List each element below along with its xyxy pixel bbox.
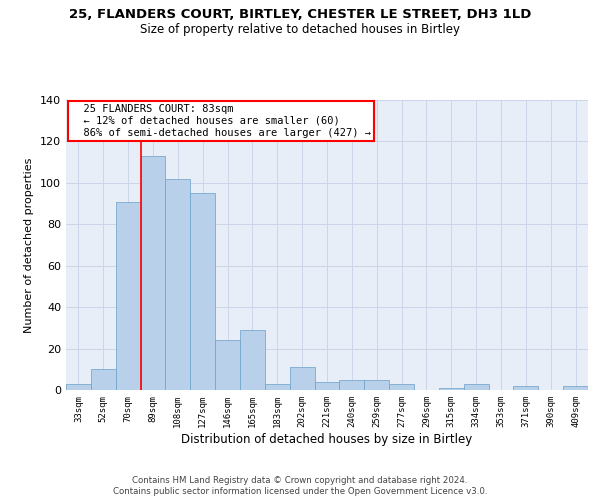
Bar [190,193,215,390]
Bar [389,384,414,390]
Bar [140,156,166,390]
Bar [314,382,340,390]
Bar [290,367,314,390]
Bar [364,380,389,390]
Bar [66,384,91,390]
Text: Size of property relative to detached houses in Birtley: Size of property relative to detached ho… [140,22,460,36]
Bar [240,330,265,390]
Bar [464,384,488,390]
Text: 25, FLANDERS COURT, BIRTLEY, CHESTER LE STREET, DH3 1LD: 25, FLANDERS COURT, BIRTLEY, CHESTER LE … [69,8,531,20]
Bar [116,202,140,390]
Text: 25 FLANDERS COURT: 83sqm
  ← 12% of detached houses are smaller (60)
  86% of se: 25 FLANDERS COURT: 83sqm ← 12% of detach… [71,104,371,138]
Bar [91,370,116,390]
Bar [514,386,538,390]
Bar [215,340,240,390]
Text: Contains HM Land Registry data © Crown copyright and database right 2024.: Contains HM Land Registry data © Crown c… [132,476,468,485]
Bar [265,384,290,390]
Y-axis label: Number of detached properties: Number of detached properties [25,158,34,332]
Bar [563,386,588,390]
Text: Distribution of detached houses by size in Birtley: Distribution of detached houses by size … [181,432,473,446]
Text: Contains public sector information licensed under the Open Government Licence v3: Contains public sector information licen… [113,488,487,496]
Bar [439,388,464,390]
Bar [166,178,190,390]
Bar [340,380,364,390]
